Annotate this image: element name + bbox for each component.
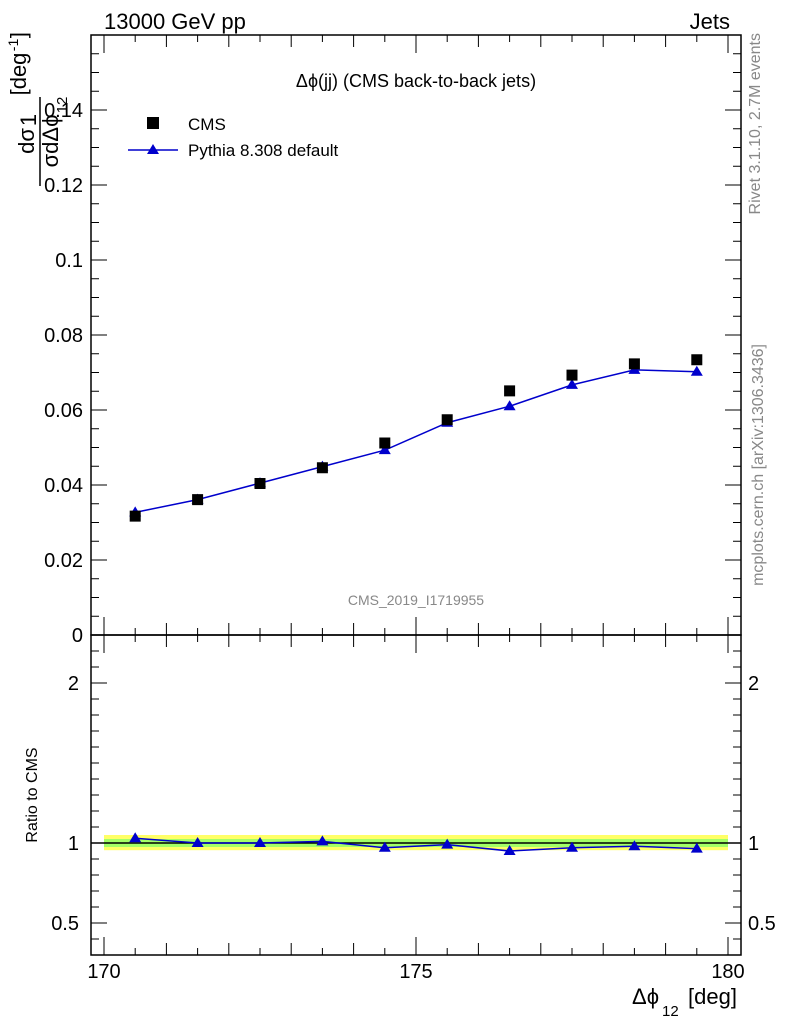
rivet-label: Rivet 3.1.10, 2.7M events xyxy=(747,33,764,214)
pythia-point xyxy=(566,378,578,389)
main-y-tick-label: 0 xyxy=(72,625,83,647)
pythia-point xyxy=(378,444,391,455)
pythia-line xyxy=(135,369,697,514)
ratio-y-tick-label: 1 xyxy=(68,833,79,855)
ratio-ticks xyxy=(91,635,741,955)
ylabel-frac-den: σdΔϕ xyxy=(38,115,63,168)
ratio-y-tick-label: 2 xyxy=(68,673,79,695)
ylabel-close: ] xyxy=(6,32,31,38)
ratio-pythia-point xyxy=(690,842,703,853)
main-y-axis-label: 1 dσ σdΔϕ 12 [deg -1 ] xyxy=(5,32,71,186)
xlabel-main: Δϕ xyxy=(632,984,659,1009)
watermark: CMS_2019_I1719955 xyxy=(348,592,484,608)
ratio-pythia-point xyxy=(129,832,142,843)
legend-pythia-marker xyxy=(147,144,159,154)
ratio-pythia-point xyxy=(191,837,204,847)
pythia-series xyxy=(129,363,703,517)
main-y-tick-label: 0.14 xyxy=(44,100,83,122)
main-y-tick-label: 0.12 xyxy=(44,175,83,197)
main-y-tick-labels: 0 0.02 0.04 0.06 0.08 0.1 0.12 0.14 xyxy=(44,100,83,647)
x-axis-label: Δϕ 12 [deg] xyxy=(632,984,737,1020)
header-right: Jets xyxy=(690,9,730,34)
main-y-tick-label: 0.06 xyxy=(44,400,83,422)
cms-point xyxy=(192,494,204,506)
legend-cms-marker xyxy=(147,117,159,129)
ratio-pythia-point xyxy=(316,835,329,846)
cms-point xyxy=(441,414,453,426)
ratio-pythia-point xyxy=(441,838,454,849)
xlabel-unit: [deg] xyxy=(688,984,737,1009)
cms-point xyxy=(691,354,703,366)
ratio-y-tick-label-right: 1 xyxy=(748,833,759,855)
cms-point xyxy=(254,478,266,489)
ratio-y-tick-label-right: 2 xyxy=(748,673,759,695)
ratio-y-axis-label: Ratio to CMS xyxy=(24,747,41,842)
ratio-frame xyxy=(90,634,742,956)
ratio-y-tick-labels: 0.5 0.5 1 1 2 2 xyxy=(51,673,776,935)
main-y-tick-label: 0.08 xyxy=(44,325,83,347)
legend-pythia-label: Pythia 8.308 default xyxy=(188,141,339,160)
header-left: 13000 GeV pp xyxy=(104,9,246,34)
main-panel: 0 0.02 0.04 0.06 0.08 0.1 0.12 0.14 Δϕ(jj) (CMS… xyxy=(44,34,742,647)
ylabel-num: 1 xyxy=(16,114,41,126)
cms-series xyxy=(129,354,703,522)
x-tick-labels: 170 175 180 xyxy=(87,961,744,983)
ratio-y-tick-label: 0.5 xyxy=(51,913,79,935)
legend-cms-label: CMS xyxy=(188,115,226,134)
mcplots-label: mcplots.cern.ch [arXiv:1306.3436] xyxy=(750,344,767,586)
ratio-pythia-point xyxy=(566,841,578,852)
ratio-pythia-point xyxy=(503,845,516,855)
ratio-pythia-point xyxy=(628,840,641,851)
legend: CMS Pythia 8.308 default xyxy=(128,115,339,160)
cms-point xyxy=(316,462,328,474)
cms-point xyxy=(628,358,640,370)
main-ticks xyxy=(91,34,741,636)
x-tick-label: 170 xyxy=(87,961,120,983)
x-tick-label: 175 xyxy=(399,961,432,983)
cms-point xyxy=(504,385,516,397)
x-tick-label: 180 xyxy=(711,961,744,983)
ylabel-sub: 12 xyxy=(54,97,71,114)
ratio-y-tick-label-right: 0.5 xyxy=(748,913,776,935)
ratio-pythia-line xyxy=(135,837,697,852)
main-y-tick-label: 0.04 xyxy=(44,475,83,497)
ylabel-unit: [deg xyxy=(6,53,31,96)
ylabel-sup: -1 xyxy=(5,39,21,52)
ratio-pythia-point xyxy=(254,837,266,847)
ratio-pythia-series xyxy=(129,832,703,855)
cms-point xyxy=(379,437,391,449)
cms-point xyxy=(566,369,578,381)
ratio-panel: 0.5 0.5 1 1 2 2 Ratio to CMS xyxy=(24,634,776,956)
pythia-point xyxy=(503,400,516,411)
main-y-tick-label: 0.1 xyxy=(55,250,83,272)
main-y-tick-label: 0.02 xyxy=(44,550,83,572)
cms-point xyxy=(129,510,141,522)
ylabel-frac-num: dσ xyxy=(14,128,39,154)
pythia-point xyxy=(690,365,703,376)
ratio-pythia-point xyxy=(378,841,391,852)
xlabel-sub: 12 xyxy=(662,1003,679,1020)
plot-title: Δϕ(jj) (CMS back-to-back jets) xyxy=(296,71,536,91)
